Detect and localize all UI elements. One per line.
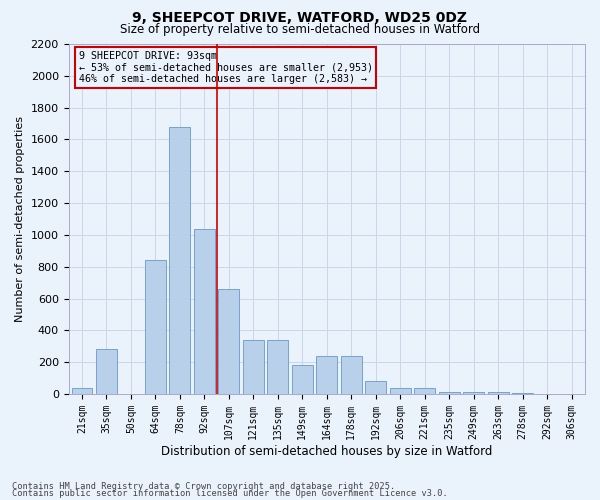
Bar (512, 393, 533, 394)
Text: 9 SHEEPCOT DRIVE: 93sqm
← 53% of semi-detached houses are smaller (2,953)
46% of: 9 SHEEPCOT DRIVE: 93sqm ← 53% of semi-de… (79, 51, 373, 84)
Bar (243, 340, 264, 394)
Text: Size of property relative to semi-detached houses in Watford: Size of property relative to semi-detach… (120, 22, 480, 36)
Bar (268, 340, 288, 394)
Bar (145, 260, 166, 394)
Text: Contains public sector information licensed under the Open Government Licence v3: Contains public sector information licen… (12, 490, 448, 498)
Bar (463, 392, 484, 394)
Bar (341, 356, 362, 394)
Bar (390, 388, 410, 394)
Bar (439, 392, 460, 394)
Bar (414, 388, 435, 394)
Bar (96, 350, 117, 394)
Text: 9, SHEEPCOT DRIVE, WATFORD, WD25 0DZ: 9, SHEEPCOT DRIVE, WATFORD, WD25 0DZ (133, 12, 467, 26)
Bar (316, 356, 337, 394)
Bar (218, 289, 239, 394)
Bar (292, 366, 313, 394)
Bar (71, 388, 92, 394)
Bar (488, 392, 509, 394)
Y-axis label: Number of semi-detached properties: Number of semi-detached properties (15, 116, 25, 322)
X-axis label: Distribution of semi-detached houses by size in Watford: Distribution of semi-detached houses by … (161, 444, 493, 458)
Bar (365, 381, 386, 394)
Bar (194, 228, 215, 394)
Bar (169, 126, 190, 394)
Text: Contains HM Land Registry data © Crown copyright and database right 2025.: Contains HM Land Registry data © Crown c… (12, 482, 395, 491)
